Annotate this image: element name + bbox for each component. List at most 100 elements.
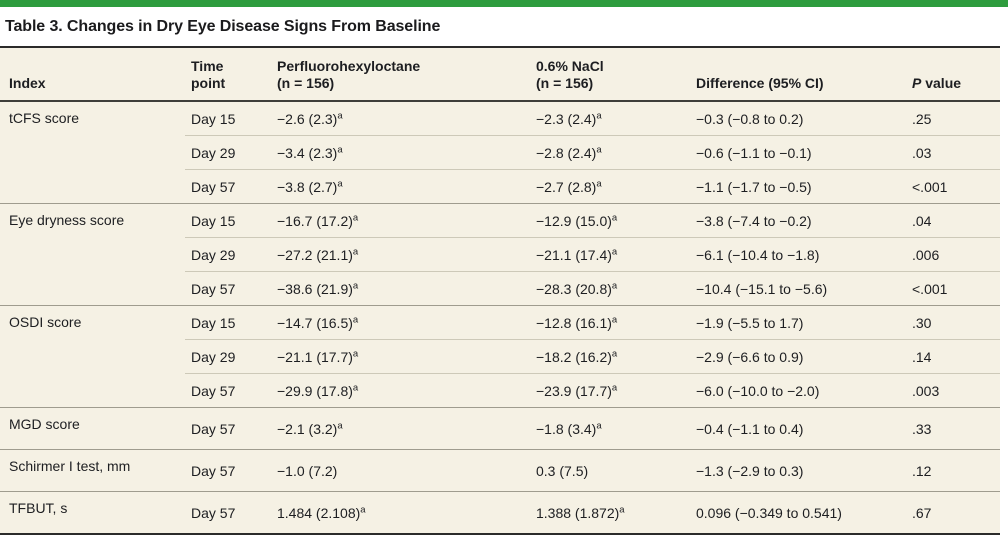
table-title: Table 3. Changes in Dry Eye Disease Sign…: [5, 18, 441, 35]
cell-difference: −1.3 (−2.9 to 0.3): [690, 449, 906, 492]
table-row: Schirmer I test, mm Day 57 −1.0 (7.2) 0.…: [0, 449, 1000, 492]
cell-p-value: .25: [906, 100, 1000, 136]
cell-time-point: Day 57: [185, 169, 271, 204]
cell-time-point: Day 57: [185, 491, 271, 535]
table-row: Day 29 −21.1 (17.7)a −18.2 (16.2)a −2.9 …: [0, 339, 1000, 374]
cell-p-value: .003: [906, 373, 1000, 408]
cell-difference: −0.4 (−1.1 to 0.4): [690, 407, 906, 450]
cell-time-point: Day 57: [185, 407, 271, 450]
table-row: Day 29 −3.4 (2.3)a −2.8 (2.4)a −0.6 (−1.…: [0, 135, 1000, 170]
cell-index: TFBUT, s: [0, 491, 185, 535]
table-row: OSDI score Day 15 −14.7 (16.5)a −12.8 (1…: [0, 305, 1000, 408]
cell-difference: −0.6 (−1.1 to −0.1): [690, 135, 906, 170]
column-header-perfluorohexyloctane: Perfluorohexyloctane (n = 156): [271, 48, 530, 102]
cell-p-value: .30: [906, 305, 1000, 340]
cell-nacl: −21.1 (17.4)a: [530, 237, 690, 272]
column-header-difference: Difference (95% CI): [690, 48, 906, 102]
cell-nacl: −2.8 (2.4)a: [530, 135, 690, 170]
footnote-marker-a: a: [352, 279, 359, 291]
accent-bar: [0, 0, 1008, 7]
cell-perfluorohexyloctane: −27.2 (21.1)a: [271, 237, 530, 272]
cell-p-value: .33: [906, 407, 1000, 450]
cell-difference: −1.1 (−1.7 to −0.5): [690, 169, 906, 204]
cell-difference: 0.096 (−0.349 to 0.541): [690, 491, 906, 535]
footnote-marker-a: a: [337, 419, 343, 431]
cell-nacl: −2.7 (2.8)a: [530, 169, 690, 204]
cell-difference: −6.1 (−10.4 to −1.8): [690, 237, 906, 272]
cell-nacl: −12.9 (15.0)a: [530, 203, 690, 238]
footnote-marker-a: a: [596, 109, 602, 121]
cell-p-value: .14: [906, 339, 1000, 374]
table-row: Eye dryness score Day 15 −16.7 (17.2)a −…: [0, 203, 1000, 306]
footnote-marker-a: a: [619, 503, 625, 515]
cell-difference: −3.8 (−7.4 to −0.2): [690, 203, 906, 238]
table-row: MGD score Day 57 −2.1 (3.2)a −1.8 (3.4)a…: [0, 407, 1000, 450]
column-header-index: Index: [0, 48, 185, 102]
footnote-marker-a: a: [611, 245, 618, 257]
cell-time-point: Day 57: [185, 373, 271, 408]
cell-nacl: 1.388 (1.872)a: [530, 491, 690, 535]
table-row: Day 57 −3.8 (2.7)a −2.7 (2.8)a −1.1 (−1.…: [0, 169, 1000, 204]
cell-perfluorohexyloctane: 1.484 (2.108)a: [271, 491, 530, 535]
footnote-marker-a: a: [337, 109, 343, 121]
cell-p-value: .006: [906, 237, 1000, 272]
footnote-marker-a: a: [352, 313, 359, 325]
cell-p-value: .67: [906, 491, 1000, 535]
footnote-marker-a: a: [596, 419, 602, 431]
cell-perfluorohexyloctane: −16.7 (17.2)a: [271, 203, 530, 238]
cell-nacl: −1.8 (3.4)a: [530, 407, 690, 450]
cell-difference: −0.3 (−0.8 to 0.2): [690, 100, 906, 136]
cell-perfluorohexyloctane: −38.6 (21.9)a: [271, 271, 530, 306]
table-row: tCFS score Day 15 −2.6 (2.3)a −2.3 (2.4)…: [0, 100, 1000, 204]
footnote-marker-a: a: [352, 245, 359, 257]
cell-perfluorohexyloctane: −14.7 (16.5)a: [271, 305, 530, 340]
footnote-marker-a: a: [596, 143, 602, 155]
cell-perfluorohexyloctane: −2.1 (3.2)a: [271, 407, 530, 450]
footnote-marker-a: a: [352, 211, 359, 223]
cell-index: Schirmer I test, mm: [0, 449, 185, 492]
cell-difference: −6.0 (−10.0 to −2.0): [690, 373, 906, 408]
table-row: Day 57 −29.9 (17.8)a −23.9 (17.7)a −6.0 …: [0, 373, 1000, 408]
footnote-marker-a: a: [337, 177, 343, 189]
cell-p-value: <.001: [906, 271, 1000, 306]
cell-difference: −2.9 (−6.6 to 0.9): [690, 339, 906, 374]
cell-perfluorohexyloctane: −3.4 (2.3)a: [271, 135, 530, 170]
cell-p-value: .04: [906, 203, 1000, 238]
table-row: TFBUT, s Day 57 1.484 (2.108)a 1.388 (1.…: [0, 491, 1000, 535]
footnote-marker-a: a: [352, 381, 359, 393]
header-row: Index Time point Perfluorohexyloctane (n…: [0, 48, 1000, 102]
cell-perfluorohexyloctane: −2.6 (2.3)a: [271, 100, 530, 136]
cell-perfluorohexyloctane: −3.8 (2.7)a: [271, 169, 530, 204]
cell-nacl: −2.3 (2.4)a: [530, 100, 690, 136]
cell-difference: −10.4 (−15.1 to −5.6): [690, 271, 906, 306]
footnote-marker-a: a: [611, 279, 618, 291]
cell-index: OSDI score: [0, 305, 185, 408]
cell-time-point: Day 29: [185, 339, 271, 374]
cell-time-point: Day 57: [185, 271, 271, 306]
cell-index: Eye dryness score: [0, 203, 185, 306]
column-header-nacl: 0.6% NaCl (n = 156): [530, 48, 690, 102]
title-block: Table 3. Changes in Dry Eye Disease Sign…: [0, 7, 1008, 46]
cell-time-point: Day 15: [185, 305, 271, 340]
cell-perfluorohexyloctane: −21.1 (17.7)a: [271, 339, 530, 374]
title-rule: [0, 46, 1000, 48]
table-row: Day 57 −38.6 (21.9)a −28.3 (20.8)a −10.4…: [0, 271, 1000, 306]
footnote-marker-a: a: [360, 503, 366, 515]
dry-eye-signs-table: Index Time point Perfluorohexyloctane (n…: [0, 48, 1000, 535]
column-header-p-value: P value: [906, 48, 1000, 102]
cell-p-value: .03: [906, 135, 1000, 170]
cell-nacl: −23.9 (17.7)a: [530, 373, 690, 408]
cell-time-point: Day 15: [185, 100, 271, 136]
footnote-marker-a: a: [611, 347, 618, 359]
footnote-marker-a: a: [337, 143, 343, 155]
footnote-marker-a: a: [611, 313, 618, 325]
cell-index: MGD score: [0, 407, 185, 450]
cell-time-point: Day 29: [185, 135, 271, 170]
cell-time-point: Day 15: [185, 203, 271, 238]
cell-perfluorohexyloctane: −29.9 (17.8)a: [271, 373, 530, 408]
footnote-marker-a: a: [611, 211, 618, 223]
cell-time-point: Day 29: [185, 237, 271, 272]
cell-perfluorohexyloctane: −1.0 (7.2): [271, 449, 530, 492]
cell-time-point: Day 57: [185, 449, 271, 492]
